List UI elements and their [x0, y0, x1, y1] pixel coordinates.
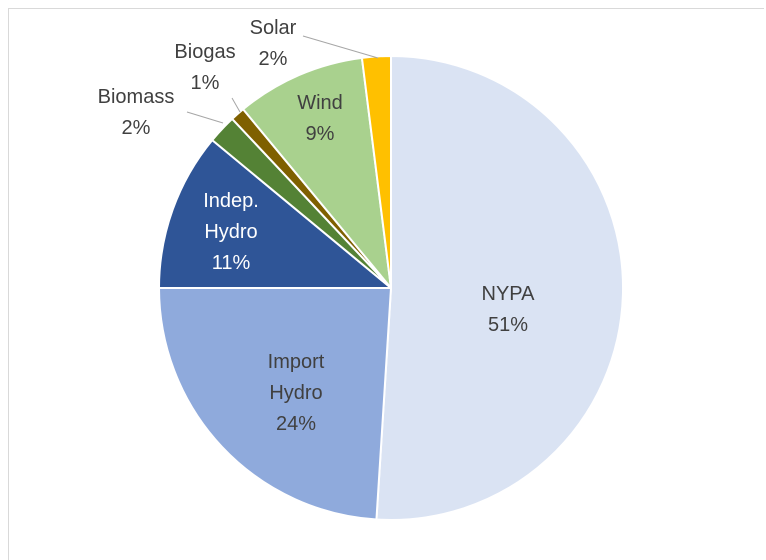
- pie-slice-import-hydro: [158, 287, 392, 521]
- pie-slice-nypa: [375, 55, 625, 521]
- pie-slice-wind: [242, 56, 392, 289]
- data-label-nypa: NYPA 51%: [482, 283, 536, 336]
- data-label-indep-hydro: Indep. Hydro 11%: [203, 190, 259, 274]
- data-label-biomass: Biomass 2%: [98, 86, 175, 139]
- data-label-wind: Wind 9%: [297, 92, 343, 145]
- leader-line-biogas: [231, 97, 241, 113]
- leader-line-solar: [302, 35, 379, 59]
- data-label-solar: Solar 2%: [250, 17, 297, 70]
- data-label-biogas: Biogas 1%: [174, 41, 235, 94]
- chart-frame: [8, 8, 764, 560]
- data-label-import-hydro: Import Hydro 24%: [268, 351, 325, 435]
- leader-line-biomass: [186, 111, 224, 124]
- pie-slice-solar: [360, 55, 392, 289]
- pie-slice-indep-hydro: [158, 139, 392, 289]
